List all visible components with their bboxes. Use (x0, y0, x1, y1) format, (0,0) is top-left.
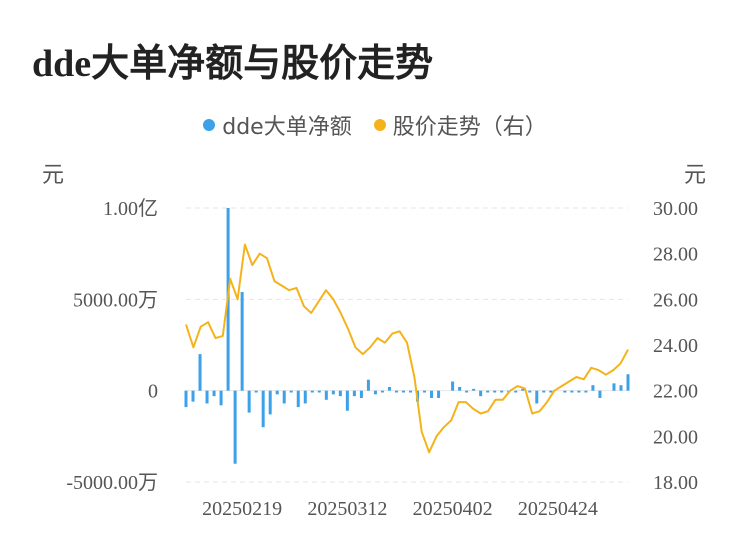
dde-bar (570, 390, 574, 393)
dde-bar (338, 390, 342, 397)
dde-bar (296, 390, 300, 408)
dde-bar (612, 383, 616, 391)
dde-bar (619, 385, 623, 391)
right-tick-label: 26.00 (653, 289, 698, 311)
dde-bar (219, 390, 223, 406)
dde-bar (479, 390, 483, 397)
right-tick-label: 28.00 (653, 244, 698, 266)
right-tick-label: 22.00 (653, 381, 698, 403)
dde-bar (261, 390, 265, 428)
dde-bar (233, 390, 237, 464)
dde-bar (591, 385, 595, 391)
dde-bar (458, 387, 462, 391)
dde-bar (542, 390, 546, 393)
dde-bar (584, 390, 588, 393)
right-axis-unit: 元 (684, 163, 707, 188)
legend-dot-price-icon (373, 119, 386, 131)
left-tick-label: 5000.00万 (73, 289, 158, 311)
dde-bar (535, 390, 539, 404)
dde-bar (409, 390, 413, 393)
dde-bar (184, 390, 188, 408)
dde-bar (528, 390, 532, 393)
x-tick-label: 20250424 (518, 498, 598, 520)
dde-bar (324, 390, 328, 400)
dde-bar (331, 390, 335, 395)
dde-bar (437, 390, 441, 398)
dde-bar (198, 354, 202, 391)
chart-legend: dde大单净额 股价走势（右） (0, 110, 750, 140)
left-tick-label: 1.00亿 (103, 197, 158, 220)
dde-bar (240, 292, 244, 391)
legend-label-price: 股价走势（右） (392, 115, 547, 140)
dde-bar (289, 390, 293, 393)
dde-bar (275, 390, 279, 395)
dde-bar (514, 390, 518, 393)
dde-bar (359, 390, 363, 398)
legend-dot-dde-icon (203, 119, 216, 131)
dde-bar (500, 390, 504, 393)
dde-bar (430, 390, 434, 398)
right-tick-label: 24.00 (653, 335, 698, 357)
x-tick-label: 20250219 (202, 498, 282, 520)
dde-bar (521, 388, 525, 391)
dde-bar (465, 390, 469, 393)
dde-bar (401, 390, 405, 393)
dde-bar (598, 390, 602, 398)
page-title: dde大单净额与股价走势 (32, 43, 434, 85)
price-line (185, 243, 629, 454)
dde-bar (472, 388, 476, 391)
dde-bar (373, 390, 377, 395)
dde-bar (394, 390, 398, 393)
dde-bar (493, 390, 497, 393)
dde-bar (549, 390, 553, 393)
right-tick-label: 20.00 (653, 426, 698, 448)
legend-item-dde[interactable]: dde大单净额 (203, 109, 352, 141)
legend-item-price[interactable]: 股价走势（右） (373, 109, 547, 141)
legend-label-dde: dde大单净额 (222, 115, 352, 140)
dde-bar (577, 390, 581, 393)
dde-bar (303, 390, 307, 404)
left-tick-label: -5000.00万 (66, 472, 158, 494)
dde-bar (352, 390, 356, 397)
dde-bar (451, 381, 455, 391)
dde-bar (345, 390, 349, 411)
dde-bar (366, 379, 370, 391)
dde-bar (191, 390, 195, 402)
x-tick-label: 20250402 (413, 498, 493, 520)
dde-bar (563, 390, 567, 393)
dde-bar (317, 390, 321, 393)
dde-bar (268, 390, 272, 415)
dde-bar (486, 390, 490, 393)
right-tick-label: 18.00 (653, 472, 698, 494)
left-tick-label: 0 (148, 381, 158, 403)
dde-bar (423, 390, 427, 393)
dde-bar (212, 390, 216, 397)
dde-bar (387, 387, 391, 391)
dde-bar (247, 390, 251, 413)
dde-bar (310, 390, 314, 393)
dde-bar (254, 390, 258, 393)
left-axis-unit: 元 (42, 163, 65, 188)
x-tick-label: 20250312 (307, 498, 387, 520)
dde-bar (282, 390, 286, 404)
right-tick-label: 30.00 (653, 198, 698, 220)
dde-bar (380, 390, 384, 393)
dde-bar (205, 390, 209, 404)
dde-bar (626, 374, 630, 391)
